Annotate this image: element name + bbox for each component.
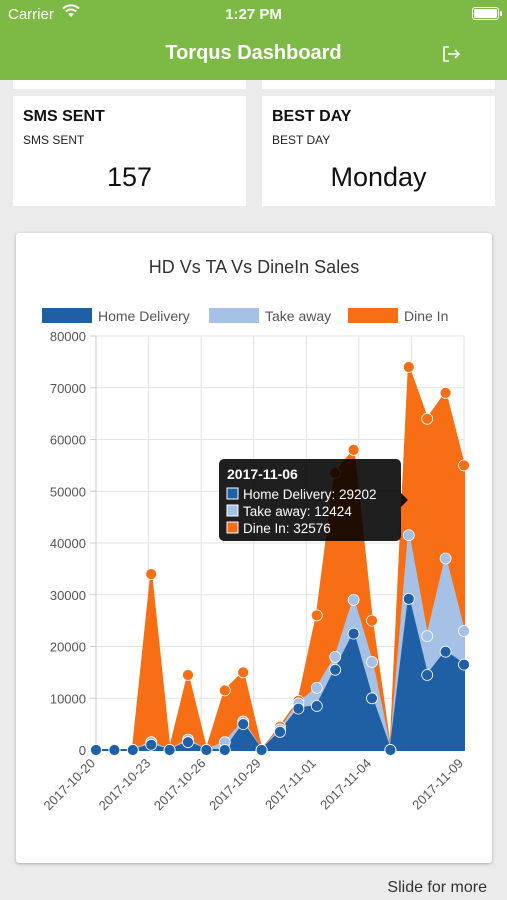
legend-label: Home Delivery <box>98 308 190 324</box>
card-strip-right <box>262 80 495 89</box>
tooltip-title: 2017-11-06 <box>227 466 298 482</box>
x-tick-label: 2017-10-26 <box>151 756 209 814</box>
point-home-delivery <box>292 702 305 715</box>
y-tick-label: 60000 <box>50 433 86 448</box>
point-dine-in <box>218 684 231 697</box>
sales-chart-card: HD Vs TA Vs DineIn Sales Home Delivery Tak… <box>16 233 492 863</box>
x-tick-label: 2017-11-04 <box>317 756 374 813</box>
tooltip-swatch <box>226 487 239 500</box>
tooltip-box <box>219 459 401 541</box>
tooltip-line: Home Delivery: 29202 <box>243 487 377 502</box>
legend-swatch <box>209 308 259 323</box>
legend-label: Take away <box>265 308 331 324</box>
point-home-delivery <box>366 692 378 705</box>
point-home-delivery <box>310 700 323 712</box>
wifi-icon <box>62 4 80 17</box>
point-home-delivery <box>421 669 434 681</box>
point-take-away <box>347 593 360 606</box>
point-dine-in <box>366 614 378 627</box>
best-day-card: BEST DAY BEST DAY Monday <box>262 96 495 206</box>
legend-swatch <box>348 308 398 323</box>
point-home-delivery <box>90 744 102 756</box>
tooltip-swatch <box>226 504 239 517</box>
point-home-delivery <box>182 736 194 749</box>
card-title: BEST DAY <box>272 108 352 125</box>
point-take-away <box>439 552 452 565</box>
point-dine-in <box>458 459 470 472</box>
legend-swatch <box>42 308 92 323</box>
point-home-delivery <box>255 744 268 756</box>
card-strip-left <box>13 80 246 89</box>
legend-label: Dine In <box>404 308 448 324</box>
point-home-delivery <box>329 663 342 676</box>
tooltip-swatch <box>226 521 239 534</box>
point-home-delivery <box>237 718 250 731</box>
page-title: Torqus Dashboard <box>165 42 342 64</box>
card-value: Monday <box>330 162 427 192</box>
slide-for-more-hint: Slide for more <box>387 879 487 896</box>
point-dine-in <box>402 361 415 373</box>
point-home-delivery <box>145 738 158 751</box>
chart-title: HD Vs TA Vs DineIn Sales <box>149 257 359 277</box>
point-dine-in <box>421 412 434 425</box>
point-home-delivery <box>347 627 360 640</box>
point-home-delivery <box>200 744 213 756</box>
point-take-away <box>310 681 323 694</box>
point-take-away <box>366 656 378 668</box>
point-dine-in <box>439 386 452 399</box>
card-subtitle: BEST DAY <box>272 133 331 147</box>
app-header: Torqus Dashboard <box>0 28 507 80</box>
x-tick-label: 2017-11-01 <box>262 756 319 813</box>
y-tick-label: 0 <box>79 743 86 758</box>
point-home-delivery <box>458 658 470 671</box>
tooltip-line: Take away: 12424 <box>243 504 352 519</box>
sms-sent-card: SMS SENT SMS SENT 157 <box>13 96 246 206</box>
point-take-away <box>402 529 415 542</box>
battery-icon <box>472 7 502 20</box>
y-tick-label: 50000 <box>50 484 86 499</box>
card-value: 157 <box>106 162 153 192</box>
x-tick-label: 2017-10-29 <box>206 756 264 814</box>
card-subtitle: SMS SENT <box>23 133 85 147</box>
y-tick-label: 70000 <box>50 381 86 396</box>
x-tick-label: 2017-10-20 <box>40 756 98 814</box>
point-take-away <box>421 630 434 643</box>
y-tick-label: 10000 <box>50 691 86 706</box>
point-home-delivery <box>384 744 397 756</box>
point-home-delivery <box>163 744 176 756</box>
logout-icon[interactable] <box>442 45 462 63</box>
point-home-delivery <box>402 592 415 605</box>
point-dine-in <box>347 443 360 456</box>
y-tick-label: 80000 <box>50 329 86 344</box>
y-tick-label: 20000 <box>50 640 86 655</box>
x-tick-label: 2017-10-23 <box>96 756 154 814</box>
status-bar: Carrier 1:27 PM <box>0 0 507 28</box>
point-dine-in <box>145 568 158 581</box>
point-take-away <box>329 650 342 663</box>
point-dine-in <box>237 666 250 679</box>
point-dine-in <box>182 669 194 681</box>
point-home-delivery <box>274 725 286 738</box>
y-tick-label: 40000 <box>50 536 86 551</box>
tooltip-line: Dine In: 32576 <box>243 521 331 536</box>
tooltip-caret <box>401 493 408 507</box>
point-take-away <box>458 625 470 637</box>
carrier-label: Carrier <box>8 6 54 23</box>
point-home-delivery <box>108 744 121 756</box>
status-time: 1:27 PM <box>225 6 282 23</box>
point-home-delivery <box>218 744 231 756</box>
point-home-delivery <box>439 645 452 658</box>
y-tick-label: 30000 <box>50 588 86 603</box>
point-home-delivery <box>126 744 139 756</box>
x-tick-label: 2017-11-09 <box>409 756 466 813</box>
point-dine-in <box>310 609 323 622</box>
card-title: SMS SENT <box>23 108 105 125</box>
sales-chart[interactable]: HD Vs TA Vs DineIn Sales Home Delivery Tak… <box>16 233 492 863</box>
